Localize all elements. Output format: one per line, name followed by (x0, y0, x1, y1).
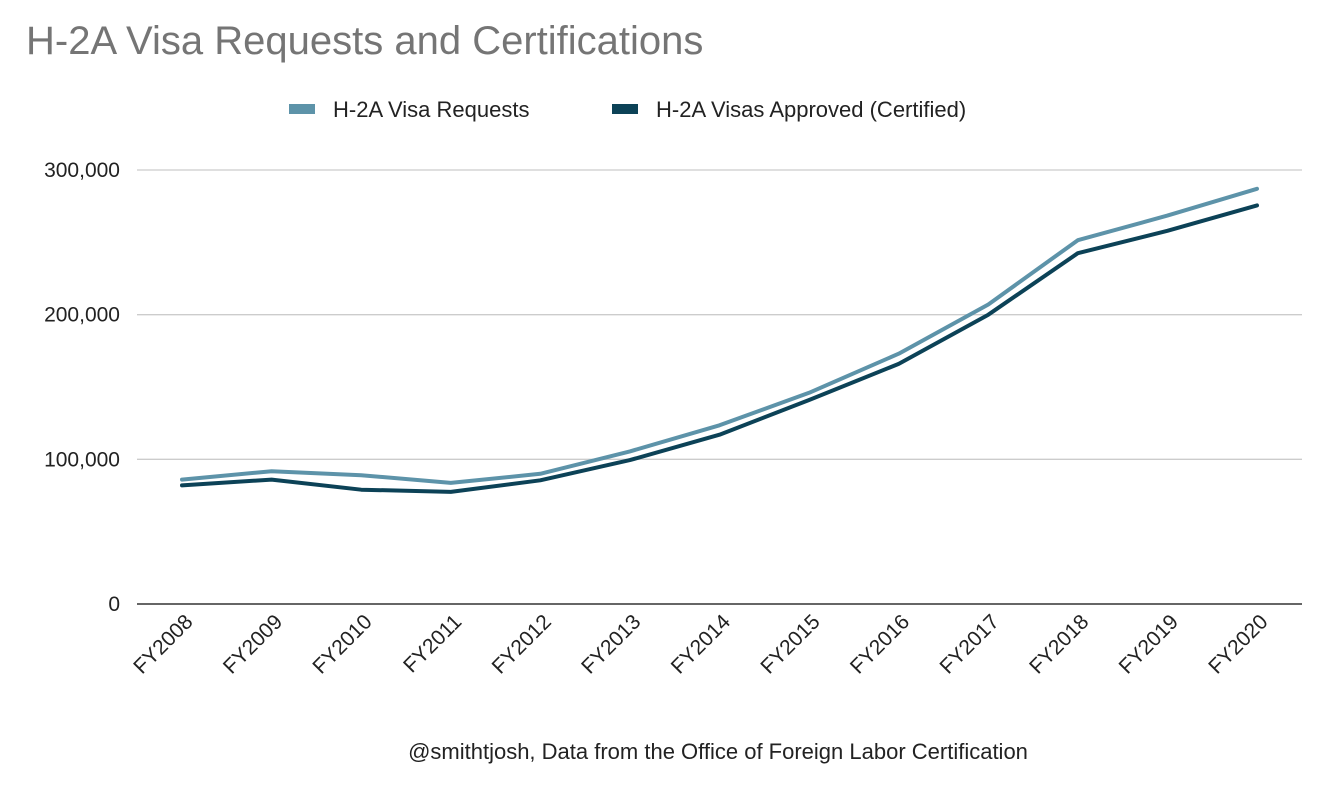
y-tick-label: 100,000 (44, 448, 120, 471)
x-tick-label: FY2008 (129, 610, 197, 678)
y-tick-label: 0 (108, 593, 120, 616)
x-tick-label: FY2019 (1115, 610, 1183, 678)
x-tick-label: FY2018 (1025, 610, 1093, 678)
legend-swatch-approved (612, 104, 638, 114)
grid (137, 169, 1302, 605)
legend-item-approved[interactable]: H-2A Visas Approved (Certified) (612, 97, 966, 122)
x-tick-label: FY2011 (399, 610, 466, 677)
x-tick-label: FY2015 (756, 610, 824, 678)
y-tick-label: 300,000 (44, 159, 120, 182)
chart-title: H-2A Visa Requests and Certifications (26, 19, 703, 63)
legend-swatch-requests (289, 104, 315, 114)
x-tick-label: FY2013 (577, 610, 645, 678)
legend-label-approved: H-2A Visas Approved (Certified) (656, 97, 966, 122)
series-layer (180, 186, 1259, 494)
legend-label-requests: H-2A Visa Requests (333, 97, 529, 122)
chart-caption: @smithtjosh, Data from the Office of For… (408, 739, 1028, 764)
y-tick-label: 200,000 (44, 304, 120, 327)
x-tick-label: FY2017 (936, 610, 1004, 678)
x-tick-label: FY2014 (667, 610, 735, 678)
series-line-approved[interactable] (180, 203, 1259, 494)
y-axis: 0 100,000 200,000 300,000 (44, 159, 120, 616)
x-tick-label: FY2012 (488, 610, 556, 678)
legend: H-2A Visa Requests H-2A Visas Approved (… (289, 97, 966, 122)
x-tick-label: FY2009 (219, 610, 287, 678)
legend-item-requests[interactable]: H-2A Visa Requests (289, 97, 529, 122)
x-tick-label: FY2020 (1204, 610, 1272, 678)
x-axis: FY2008 FY2009 FY2010 FY2011 FY2012 FY2013 FY20… (129, 610, 1272, 678)
x-tick-label: FY2010 (308, 610, 376, 678)
x-tick-label: FY2016 (846, 610, 914, 678)
series-line-requests[interactable] (180, 186, 1259, 485)
